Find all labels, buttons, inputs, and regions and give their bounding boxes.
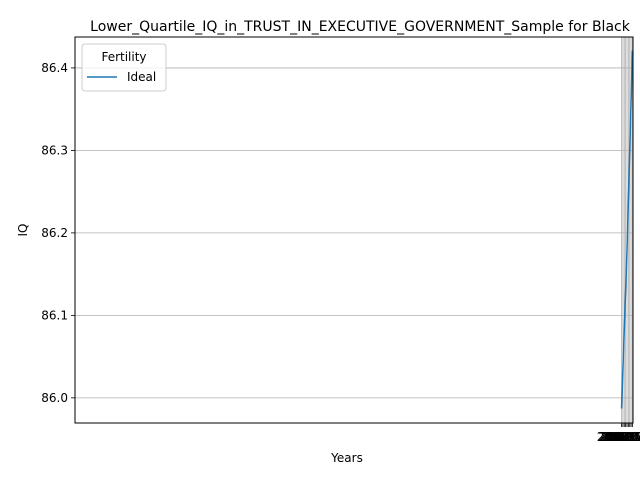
series-lines [620, 50, 634, 409]
x-tick-label: 2068.50 [599, 430, 640, 444]
y-tick-label: 86.1 [41, 308, 68, 322]
x-tick-label: 2069.25 [604, 430, 640, 444]
legend-box [81, 43, 167, 92]
x-tick-label: 2068.75 [601, 430, 640, 444]
x-tick-label: 2069.50 [605, 430, 640, 444]
grid-lines [75, 37, 633, 423]
x-tick-label: 2069.00 [602, 430, 640, 444]
x-axis-label: Years [330, 451, 363, 465]
legend: Fertility Ideal [81, 43, 167, 92]
x-axis-ticks: 2068.002068.252068.502068.752069.002069.… [597, 423, 640, 444]
y-axis-label: IQ [16, 224, 30, 237]
series-line-ideal [620, 50, 634, 409]
y-tick-label: 86.4 [41, 61, 68, 75]
plot-area-frame [74, 36, 634, 424]
y-tick-label: 86.0 [41, 391, 68, 405]
legend-title: Fertility [101, 50, 146, 64]
x-tick-label: 2068.00 [597, 430, 640, 444]
y-tick-label: 86.3 [41, 143, 68, 157]
chart-title: Lower_Quartile_IQ_in_TRUST_IN_EXECUTIVE_… [90, 19, 631, 35]
x-tick-label: 2069.75 [606, 430, 640, 444]
y-tick-label: 86.2 [41, 226, 68, 240]
x-tick-label: 2068.25 [598, 430, 640, 444]
legend-entry-ideal: Ideal [127, 70, 156, 84]
y-axis-ticks: 86.0 86.1 86.2 86.3 86.4 [41, 61, 75, 405]
x-tick-label: 2070.00 [608, 430, 640, 444]
